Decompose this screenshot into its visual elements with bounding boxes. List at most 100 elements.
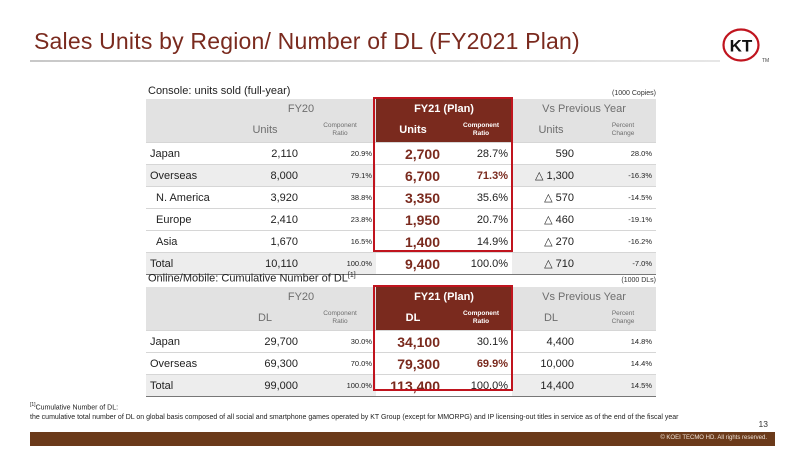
fy20-ratio: 70.0%	[304, 352, 377, 375]
footnote-heading: [1]Cumulative Number of DL:	[30, 402, 119, 412]
table-row-japan: Japan 29,700 30.0% 34,100 30.1% 4,400 14…	[146, 330, 657, 353]
fy21-ratio: 69.9%	[450, 352, 513, 375]
fy20-ratio: 100.0%	[304, 374, 377, 397]
fy20-dl: 29,700	[226, 330, 304, 353]
fy21-units: 1,400	[376, 230, 451, 253]
fy21-ratio: 35.6%	[450, 186, 513, 209]
footnote: [1]Cumulative Number of DL: the cumulati…	[30, 400, 775, 423]
fy20-units: 2,410	[226, 208, 304, 231]
row-label: Total	[146, 252, 226, 275]
fy21-dl: 34,100	[376, 330, 451, 353]
vs-percent: -16.2%	[590, 230, 657, 253]
header-fy21-dl: DL	[376, 306, 451, 331]
table-row-n-america: N. America 3,920 38.8% 3,350 35.6% △ 570…	[146, 186, 657, 209]
page-number: 13	[758, 419, 768, 429]
header-fy20-units: Units	[226, 118, 304, 143]
row-label: Europe	[146, 208, 226, 231]
fy20-ratio: 79.1%	[304, 164, 377, 187]
page-title: Sales Units by Region/ Number of DL (FY2…	[34, 28, 580, 54]
title-underline	[30, 60, 720, 62]
table-row-japan: Japan 2,110 20.9% 2,700 28.7% 590 28.0%	[146, 142, 657, 165]
online-dl-table: FY20 FY21 (Plan) Vs Previous Year DL Com…	[146, 287, 657, 397]
fy21-units: 9,400	[376, 252, 451, 275]
vs-units: △ 570	[512, 186, 591, 209]
fy20-ratio: 20.9%	[304, 142, 377, 165]
vs-dl: 10,000	[512, 352, 591, 375]
table-subheader-row: Units Component Ratio Units Component Rati…	[146, 118, 657, 143]
row-label: Asia	[146, 230, 226, 253]
vs-dl: 4,400	[512, 330, 591, 353]
fy21-ratio: 71.3%	[450, 164, 513, 187]
header-vs-percent-change: Percent Change	[590, 306, 657, 331]
vs-percent: 14.8%	[590, 330, 657, 353]
table-row-europe: Europe 2,410 23.8% 1,950 20.7% △ 460 -19…	[146, 208, 657, 231]
vs-units: △ 1,300	[512, 164, 591, 187]
header-fy21-component-ratio: Component Ratio	[450, 118, 513, 143]
row-label: Overseas	[146, 164, 226, 187]
vs-percent: -14.5%	[590, 186, 657, 209]
row-label: Overseas	[146, 352, 226, 375]
vs-percent: -19.1%	[590, 208, 657, 231]
vs-percent: 14.5%	[590, 374, 657, 397]
header-vs-previous-year: Vs Previous Year	[512, 287, 657, 306]
fy21-ratio: 14.9%	[450, 230, 513, 253]
footer-bar: © KOEI TECMO HD. All rights reserved.	[30, 432, 775, 446]
fy21-units: 2,700	[376, 142, 451, 165]
vs-percent: 28.0%	[590, 142, 657, 165]
header-vs-percent-change: Percent Change	[590, 118, 657, 143]
console-unit-note: (1000 Copies)	[612, 90, 656, 97]
header-fy20-dl: DL	[226, 306, 304, 331]
header-fy21-units: Units	[376, 118, 451, 143]
header-fy21-plan: FY21 (Plan)	[376, 287, 513, 306]
fy21-units: 6,700	[376, 164, 451, 187]
vs-percent: 14.4%	[590, 352, 657, 375]
fy20-units: 8,000	[226, 164, 304, 187]
fy20-units: 2,110	[226, 142, 304, 165]
fy20-units: 10,110	[226, 252, 304, 275]
header-fy21-component-ratio: Component Ratio	[450, 306, 513, 331]
fy21-ratio: 20.7%	[450, 208, 513, 231]
fy21-units: 1,950	[376, 208, 451, 231]
console-units-table: FY20 FY21 (Plan) Vs Previous Year Units …	[146, 99, 657, 275]
fy21-ratio: 100.0%	[450, 252, 513, 275]
row-label: Total	[146, 374, 226, 397]
fy20-ratio: 100.0%	[304, 252, 377, 275]
row-label: Japan	[146, 330, 226, 353]
fy21-ratio: 100.0%	[450, 374, 513, 397]
copyright-text: © KOEI TECMO HD. All rights reserved.	[660, 435, 767, 441]
fy21-ratio: 30.1%	[450, 330, 513, 353]
header-fy20: FY20	[226, 99, 377, 118]
header-vs-previous-year: Vs Previous Year	[512, 99, 657, 118]
fy20-ratio: 38.8%	[304, 186, 377, 209]
fy20-ratio: 30.0%	[304, 330, 377, 353]
vs-units: △ 710	[512, 252, 591, 275]
table-header-row: FY20 FY21 (Plan) Vs Previous Year	[146, 99, 657, 118]
vs-units: △ 270	[512, 230, 591, 253]
header-fy21-plan: FY21 (Plan)	[376, 99, 513, 118]
header-vs-units: Units	[512, 118, 591, 143]
console-section-label: Console: units sold (full-year)	[148, 85, 291, 97]
fy21-ratio: 28.7%	[450, 142, 513, 165]
fy20-units: 3,920	[226, 186, 304, 209]
row-label: Japan	[146, 142, 226, 165]
table-row-overseas: Overseas 8,000 79.1% 6,700 71.3% △ 1,300…	[146, 164, 657, 187]
header-fy20: FY20	[226, 287, 377, 306]
fy21-units: 3,350	[376, 186, 451, 209]
logo-text: KT	[730, 37, 753, 56]
table-header-row: FY20 FY21 (Plan) Vs Previous Year	[146, 287, 657, 306]
fy20-dl: 69,300	[226, 352, 304, 375]
vs-percent: -16.3%	[590, 164, 657, 187]
koei-tecmo-logo: KT	[722, 28, 760, 62]
online-unit-note: (1000 DLs)	[621, 277, 656, 284]
online-section-label: Online/Mobile: Cumulative Number of DL[1…	[148, 272, 356, 285]
vs-units: △ 460	[512, 208, 591, 231]
logo-trademark: TM	[762, 58, 770, 64]
table-row-total: Total 10,110 100.0% 9,400 100.0% △ 710 -…	[146, 252, 657, 275]
vs-dl: 14,400	[512, 374, 591, 397]
header-fy20-component-ratio: Component Ratio	[304, 118, 377, 143]
fy21-dl: 79,300	[376, 352, 451, 375]
table-row-overseas: Overseas 69,300 70.0% 79,300 69.9% 10,00…	[146, 352, 657, 375]
table-row-asia: Asia 1,670 16.5% 1,400 14.9% △ 270 -16.2…	[146, 230, 657, 253]
fy20-ratio: 23.8%	[304, 208, 377, 231]
vs-percent: -7.0%	[590, 252, 657, 275]
